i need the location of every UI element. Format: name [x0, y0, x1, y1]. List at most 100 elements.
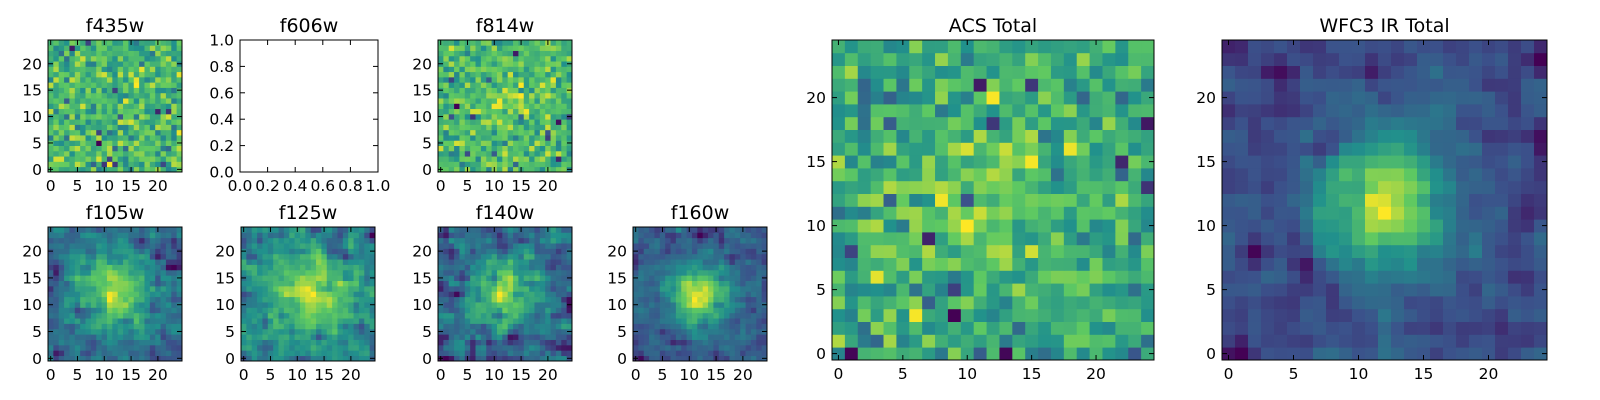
heatmap-cell: [443, 355, 450, 362]
heatmap-cell: [1456, 206, 1470, 220]
y-tick-label: 15: [22, 269, 42, 287]
heatmap-cell: [176, 103, 183, 110]
heatmap-cell: [96, 339, 102, 346]
heatmap-cell: [80, 355, 86, 362]
heatmap-cell: [1222, 270, 1236, 284]
heatmap-cell: [555, 135, 562, 141]
heatmap-cell: [550, 253, 557, 260]
heatmap-cell: [1352, 321, 1366, 335]
heatmap-cell: [299, 264, 306, 271]
heatmap-cell: [947, 40, 962, 54]
heatmap-cell: [326, 307, 333, 314]
heatmap-cell: [251, 302, 258, 308]
heatmap-cell: [74, 318, 81, 324]
heatmap-cell: [633, 296, 639, 303]
heatmap-cell: [534, 243, 541, 249]
heatmap-cell: [740, 243, 746, 249]
heatmap-cell: [80, 253, 86, 260]
heatmap-cell: [1469, 219, 1483, 233]
heatmap-cell: [448, 291, 455, 298]
heatmap-cell: [443, 119, 450, 125]
heatmap-cell: [665, 318, 671, 324]
heatmap-cell: [502, 156, 509, 162]
heatmap-cell: [90, 66, 97, 73]
heatmap-cell: [534, 296, 541, 303]
heatmap-cell: [112, 264, 119, 271]
heatmap-cell: [74, 350, 81, 357]
heatmap-cell: [283, 355, 290, 362]
heatmap-cell: [69, 82, 76, 88]
axes-frame: [47, 226, 183, 362]
heatmap-cell: [659, 344, 666, 351]
heatmap-cell: [745, 280, 752, 287]
heatmap-cell: [64, 119, 70, 125]
heatmap-cell: [1300, 321, 1314, 335]
heatmap-cell: [364, 355, 371, 362]
heatmap-cell: [697, 318, 704, 324]
heatmap-cell: [85, 259, 92, 265]
heatmap-cell: [454, 98, 460, 104]
heatmap-cell: [117, 119, 124, 125]
heatmap-cell: [58, 259, 65, 265]
heatmap-cell: [155, 124, 161, 131]
heatmap-cell: [561, 323, 568, 330]
heatmap-cell: [1313, 283, 1327, 297]
heatmap-cell: [523, 350, 530, 357]
heatmap-cell: [149, 312, 156, 319]
heatmap-cell: [675, 227, 682, 233]
heatmap-cell: [973, 168, 987, 182]
heatmap-cell: [74, 269, 81, 276]
heatmap-cell: [454, 140, 460, 146]
heatmap-cell: [53, 82, 60, 88]
heatmap-cell: [740, 285, 746, 292]
heatmap-cell: [251, 285, 258, 292]
heatmap-cell: [64, 103, 70, 110]
heatmap-cell: [502, 302, 509, 308]
heatmap-cell: [80, 129, 86, 136]
heatmap-cell: [555, 339, 562, 346]
heatmap-cell: [761, 291, 768, 298]
heatmap-cell: [133, 296, 140, 303]
heatmap-cell: [1128, 91, 1142, 105]
heatmap-cell: [64, 98, 70, 104]
heatmap-cell: [149, 323, 156, 330]
heatmap-cell: [480, 253, 487, 260]
heatmap-cell: [464, 285, 471, 292]
heatmap-cell: [299, 328, 306, 335]
heatmap-cell: [165, 243, 172, 249]
heatmap-cell: [518, 135, 525, 141]
heatmap-cell: [1115, 155, 1129, 169]
heatmap-cell: [1417, 193, 1431, 207]
heatmap-cell: [973, 65, 987, 79]
heatmap-cell: [353, 259, 360, 265]
heatmap-cell: [144, 156, 151, 162]
heatmap-cell: [278, 243, 285, 249]
heatmap-cell: [90, 285, 97, 292]
heatmap-cell: [289, 232, 295, 239]
heatmap-cell: [470, 243, 476, 249]
heatmap-cell: [691, 280, 698, 287]
heatmap-cell: [85, 113, 92, 120]
heatmap-cell: [1534, 296, 1548, 310]
heatmap-cell: [155, 243, 161, 249]
heatmap-cell: [670, 350, 677, 357]
heatmap-cell: [523, 87, 530, 94]
heatmap-cell: [80, 307, 86, 314]
heatmap-cell: [251, 280, 258, 287]
heatmap-cell: [443, 166, 450, 173]
heatmap-cell: [464, 253, 471, 260]
heatmap-cell: [1025, 40, 1039, 54]
heatmap-cell: [561, 45, 568, 51]
heatmap-cell: [1365, 206, 1379, 220]
heatmap-cell: [342, 307, 349, 314]
heatmap-cell: [443, 82, 450, 88]
heatmap-cell: [144, 328, 151, 335]
heatmap-cell: [246, 318, 253, 324]
heatmap-cell: [555, 243, 562, 249]
heatmap-cell: [545, 334, 551, 340]
x-tick-label: 20: [538, 366, 558, 384]
heatmap-cell: [85, 350, 92, 357]
heatmap-cell: [267, 285, 274, 292]
heatmap-cell: [518, 269, 525, 276]
heatmap-cell: [986, 257, 1000, 271]
